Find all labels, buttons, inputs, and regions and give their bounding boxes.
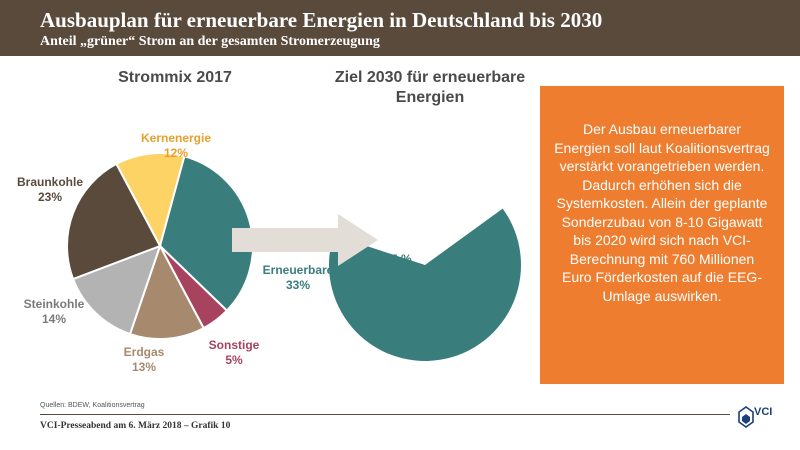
header-bar: Ausbauplan für erneuerbare Energien in D…: [0, 0, 800, 56]
chart-title-2030: Ziel 2030 für erneuerbare Energien: [334, 69, 526, 106]
value-2030-erneuerbare: 65 %: [384, 252, 412, 266]
value-kernenergie: 12%: [164, 146, 188, 160]
pie-slice-erdgas: [128, 243, 206, 340]
pie-slice-braunkohle: [66, 162, 162, 281]
sources-note: Quellen: BDEW, Koalitionsvertrag: [40, 402, 145, 409]
pie-slice-steinkohle: [71, 244, 162, 336]
label-kernenergie: Kernenergie: [141, 131, 211, 145]
vci-logo: VCI: [738, 404, 782, 434]
label-sonstige: Sonstige: [209, 338, 260, 352]
value-erneuerbare: 33%: [286, 278, 310, 292]
footer-text: VCI-Presseabend am 6. März 2018 – Grafik…: [40, 421, 231, 431]
label-braunkohle: Braunkohle: [17, 175, 83, 189]
pie-slice-erneuerbare: [158, 155, 254, 313]
value-erdgas: 13%: [132, 360, 156, 374]
arrow-right: [232, 214, 378, 266]
page-subtitle: Anteil „grüner“ Strom an der gesamten St…: [40, 34, 380, 49]
footer-divider: [40, 414, 730, 415]
logo-text: VCI: [754, 406, 773, 418]
value-sonstige: 5%: [225, 353, 243, 367]
pie-slice-kernenergie: [114, 152, 186, 249]
vci-logo-icon: [738, 406, 754, 428]
label-erneuerbare: Erneuerbare: [263, 263, 334, 277]
label-erdgas: Erdgas: [124, 345, 165, 359]
value-braunkohle: 23%: [38, 190, 62, 204]
chart-title-2017: Strommix 2017: [118, 69, 232, 86]
pie-slice-2030-erneuerbare: [329, 208, 522, 361]
label-steinkohle: Steinkohle: [24, 297, 85, 311]
page-title: Ausbauplan für erneuerbare Energien in D…: [40, 8, 603, 32]
pie-chart-2030: [329, 208, 522, 361]
value-steinkohle: 14%: [42, 312, 66, 326]
info-text: Der Ausbau erneuerbarer Energien soll la…: [554, 121, 770, 304]
pie-chart-2017: [66, 152, 254, 340]
info-box: Der Ausbau erneuerbarer Energien soll la…: [540, 86, 784, 384]
